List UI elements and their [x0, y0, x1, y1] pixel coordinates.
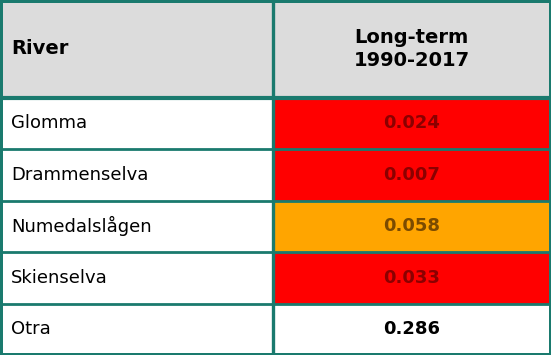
Text: Otra: Otra: [11, 320, 51, 338]
Text: Skienselva: Skienselva: [11, 269, 108, 287]
Text: 0.033: 0.033: [383, 269, 440, 287]
Bar: [273, 201, 551, 252]
Bar: [0, 149, 273, 201]
Bar: [0, 98, 273, 149]
Text: Numedalslågen: Numedalslågen: [11, 216, 152, 236]
Text: Drammenselva: Drammenselva: [11, 166, 148, 184]
Bar: [273, 149, 551, 201]
Bar: [273, 252, 551, 304]
Text: 0.286: 0.286: [383, 320, 440, 338]
Text: 0.007: 0.007: [383, 166, 440, 184]
Text: 0.058: 0.058: [383, 217, 440, 235]
Bar: [0, 201, 273, 252]
Text: 0.024: 0.024: [383, 114, 440, 132]
Bar: [0, 252, 273, 304]
Text: River: River: [11, 39, 68, 58]
Bar: [0, 304, 273, 355]
Bar: [0, 0, 551, 98]
Bar: [273, 304, 551, 355]
Bar: [273, 98, 551, 149]
Text: Glomma: Glomma: [11, 114, 87, 132]
Text: Long-term
1990-2017: Long-term 1990-2017: [354, 28, 470, 70]
